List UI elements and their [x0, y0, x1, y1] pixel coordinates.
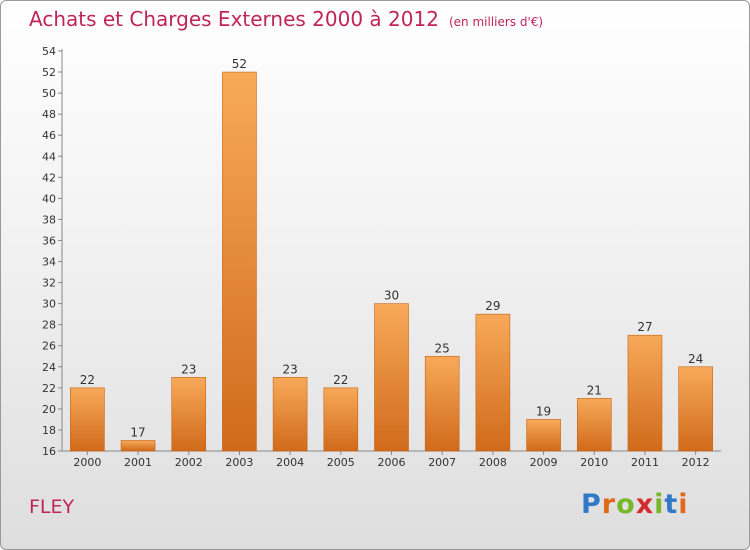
- chart-title: Achats et Charges Externes 2000 à 2012 (e…: [29, 7, 543, 31]
- bar: [526, 419, 561, 452]
- y-tick-label: 32: [42, 277, 56, 290]
- data-label: 27: [637, 320, 652, 334]
- bar: [272, 377, 308, 452]
- logo-letter: x: [635, 489, 655, 520]
- data-label: 22: [333, 373, 348, 387]
- x-tick-label: 2001: [124, 456, 152, 469]
- y-tick-label: 20: [42, 403, 56, 416]
- x-tick-label: 2010: [580, 456, 608, 469]
- y-tick-label: 26: [42, 340, 56, 353]
- commune-name: FLEY: [29, 496, 75, 518]
- x-tick-label: 2003: [225, 456, 253, 469]
- y-tick-label: 18: [42, 424, 56, 437]
- data-label: 29: [485, 299, 500, 313]
- data-label: 22: [80, 373, 95, 387]
- logo-letter: t: [664, 489, 679, 520]
- y-tick-label: 24: [42, 361, 56, 374]
- x-tick-label: 2007: [428, 456, 456, 469]
- y-tick-label: 38: [42, 213, 56, 226]
- x-tick-label: 2005: [327, 456, 355, 469]
- x-tick-label: 2002: [175, 456, 203, 469]
- bar: [222, 71, 257, 452]
- bar: [475, 313, 511, 452]
- bar: [70, 387, 105, 452]
- data-label: 19: [536, 404, 551, 418]
- y-tick-label: 42: [42, 171, 56, 184]
- y-tick-label: 28: [42, 319, 56, 332]
- bar: [171, 377, 207, 452]
- y-tick-label: 36: [42, 234, 56, 247]
- y-tick-label: 34: [42, 256, 56, 269]
- logo-letter: r: [601, 489, 617, 520]
- data-label: 17: [130, 425, 145, 439]
- data-label: 24: [688, 352, 703, 366]
- logo-letter: i: [654, 489, 665, 520]
- y-tick-label: 44: [42, 150, 56, 163]
- y-tick-label: 16: [42, 445, 56, 458]
- bar: [120, 440, 156, 452]
- logo-letter: o: [616, 489, 636, 520]
- bar: [576, 398, 612, 452]
- x-tick-label: 2008: [479, 456, 507, 469]
- data-label: 21: [587, 383, 602, 397]
- data-label: 23: [282, 362, 297, 376]
- x-tick-label: 2000: [73, 456, 101, 469]
- axes: 16 18 20 22 24 26 28 30 32 34 36 38 40 42 44 46 48 50 52 54: [42, 45, 721, 458]
- y-tick-label: 48: [42, 108, 56, 121]
- data-label: 25: [435, 341, 450, 355]
- logo-letter: i: [678, 489, 689, 520]
- chart-unit: (en milliers d'€): [448, 15, 544, 29]
- data-label: 52: [232, 57, 247, 71]
- y-tick-label: 40: [42, 192, 56, 205]
- bar: [424, 355, 460, 452]
- chart-title-text: Achats et Charges Externes 2000 à 2012: [29, 7, 439, 31]
- y-tick-label: 46: [42, 129, 56, 142]
- x-tick-label: 2011: [631, 456, 659, 469]
- x-tick-label: 2012: [682, 456, 710, 469]
- bar: [374, 303, 409, 452]
- bar: [323, 387, 359, 452]
- bar: [678, 366, 713, 452]
- y-tick-label: 52: [42, 66, 56, 79]
- proxiti-logo: Proxiti: [581, 489, 689, 520]
- labels: 2000 22 2001 17 2002 23 2003 52 2004 23 2005 22 2006…: [73, 57, 709, 469]
- y-tick-label: 54: [42, 45, 56, 58]
- y-tick-label: 30: [42, 298, 56, 311]
- logo-letter: P: [581, 489, 602, 520]
- bars: [70, 71, 713, 452]
- y-tick-label: 50: [42, 87, 56, 100]
- y-tick-label: 22: [42, 382, 56, 395]
- x-tick-label: 2004: [276, 456, 304, 469]
- bar: [627, 334, 663, 452]
- x-tick-label: 2009: [530, 456, 558, 469]
- data-label: 23: [181, 362, 196, 376]
- x-tick-label: 2006: [378, 456, 406, 469]
- data-label: 30: [384, 289, 399, 303]
